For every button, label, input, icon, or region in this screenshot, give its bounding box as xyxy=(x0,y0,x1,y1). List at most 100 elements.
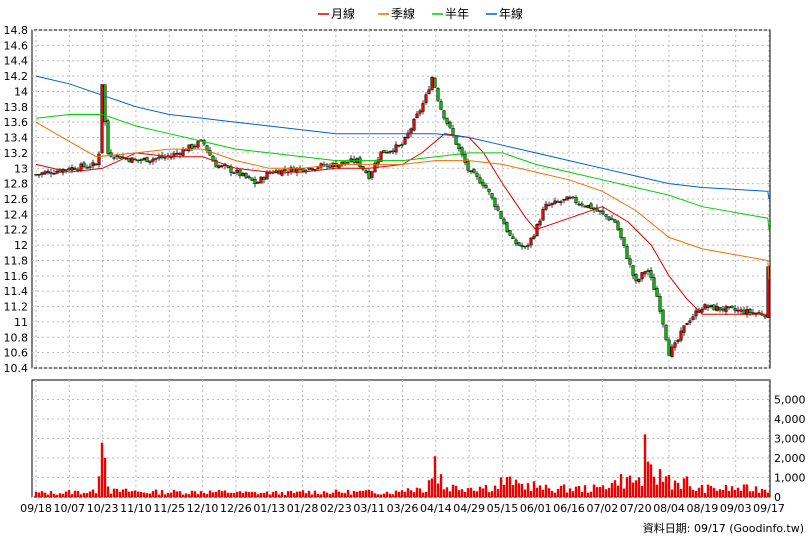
volume-bar xyxy=(130,491,134,497)
volume-bar xyxy=(610,483,614,497)
volume-bar xyxy=(55,494,59,497)
price-tick-label: 13 xyxy=(14,162,28,175)
volume-bar xyxy=(550,490,554,497)
volume-bar xyxy=(556,488,560,497)
volume-bar xyxy=(121,489,125,497)
volume-bar xyxy=(49,491,53,497)
candle-body xyxy=(469,170,473,172)
candle-body xyxy=(334,162,338,168)
candle-body xyxy=(415,113,419,118)
volume-bar xyxy=(601,485,605,497)
volume-bar xyxy=(625,477,629,497)
candle-body xyxy=(700,308,704,313)
volume-bar xyxy=(637,477,641,497)
volume-bar xyxy=(520,484,524,497)
candle-body xyxy=(145,156,149,163)
volume-bar xyxy=(730,486,734,497)
volume-bar xyxy=(427,480,431,497)
volume-bar xyxy=(481,488,485,497)
volume-bar xyxy=(181,494,185,497)
candle-body xyxy=(709,304,713,308)
volume-bar xyxy=(622,488,626,497)
volume-bar xyxy=(364,490,368,497)
volume-bar xyxy=(106,486,110,497)
volume-bar xyxy=(112,488,116,497)
candle-body xyxy=(79,163,83,171)
volume-tick-label: 4,000 xyxy=(774,413,806,426)
candle-body xyxy=(676,339,680,343)
volume-bar xyxy=(250,491,254,497)
volume-bar xyxy=(682,478,686,497)
volume-bar xyxy=(304,493,308,497)
candle-body xyxy=(643,271,647,275)
volume-bar xyxy=(229,492,233,497)
candle-body xyxy=(34,173,38,176)
ma-line xyxy=(35,133,770,315)
volume-bar xyxy=(421,492,425,497)
candle-body xyxy=(427,89,431,95)
volume-bar xyxy=(178,491,182,497)
candle-body xyxy=(196,141,200,148)
volume-bar xyxy=(157,494,161,497)
candle-body xyxy=(433,77,437,88)
volume-bar xyxy=(253,492,257,497)
volume-bar xyxy=(175,491,179,497)
volume-bar xyxy=(466,488,470,497)
volume-bar xyxy=(82,492,86,497)
volume-bar xyxy=(502,484,506,497)
candle-body xyxy=(478,177,482,184)
volume-bar xyxy=(46,494,50,497)
volume-bar xyxy=(595,487,599,497)
candle-body xyxy=(640,272,644,280)
volume-bar xyxy=(436,483,440,497)
volume-bar xyxy=(394,490,398,497)
candle-body xyxy=(190,144,194,149)
x-tick-label: 03/26 xyxy=(387,502,419,515)
x-tick-label: 06/01 xyxy=(520,502,552,515)
volume-bar xyxy=(526,483,530,497)
candle-body xyxy=(220,165,224,167)
volume-bar xyxy=(37,492,41,497)
volume-bar xyxy=(472,490,476,497)
candle-body xyxy=(172,153,176,157)
volume-bar xyxy=(733,489,737,497)
candle-body xyxy=(217,165,221,168)
candle-body xyxy=(613,219,617,223)
candle-body xyxy=(472,168,476,174)
volume-bar xyxy=(232,493,236,497)
volume-bar xyxy=(592,484,596,497)
candle-body xyxy=(532,235,536,239)
candle-body xyxy=(547,204,551,207)
volume-bar xyxy=(505,477,509,497)
volume-bar xyxy=(127,491,131,497)
volume-bar xyxy=(631,482,635,497)
candle-body xyxy=(529,237,533,246)
volume-bar xyxy=(658,469,662,497)
volume-bar xyxy=(703,493,707,497)
candle-body xyxy=(451,128,455,136)
volume-bar xyxy=(616,485,620,497)
x-tick-label: 12/26 xyxy=(220,502,252,515)
volume-bar xyxy=(43,492,47,497)
candle-body xyxy=(739,309,743,312)
price-tick-label: 11 xyxy=(14,316,28,329)
candle-body xyxy=(382,149,386,154)
candle-body xyxy=(133,158,137,161)
x-tick-label: 11/10 xyxy=(120,502,152,515)
candle-body xyxy=(121,156,125,159)
volume-bar xyxy=(451,484,455,497)
candle-body xyxy=(571,196,575,199)
candle-body xyxy=(364,170,368,174)
candle-body xyxy=(637,278,641,282)
candle-body xyxy=(283,169,287,171)
candle-body xyxy=(265,171,269,180)
volume-bar xyxy=(580,491,584,497)
volume-bar xyxy=(298,491,302,497)
volume-bar xyxy=(688,486,692,497)
price-tick-label: 12.4 xyxy=(4,208,29,221)
volume-bar xyxy=(679,488,683,497)
price-panel: 14.8 14.6 14.4 14.2 14 13.8 13.6 13.4 13.2 13 12.8… xyxy=(4,24,771,375)
x-tick-label: 09/03 xyxy=(720,502,752,515)
volume-bar xyxy=(214,491,218,497)
